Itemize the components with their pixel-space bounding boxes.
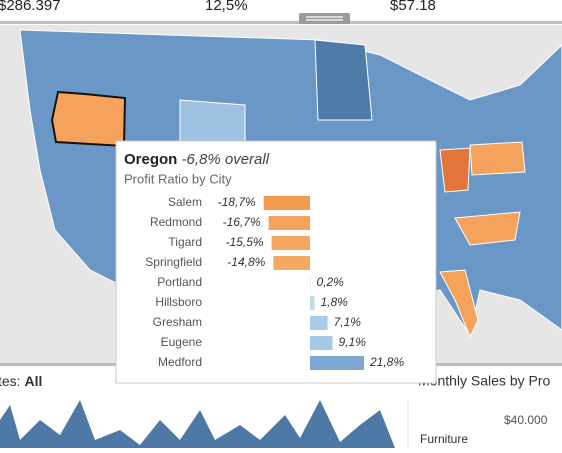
category-label: Tigard	[168, 235, 202, 249]
category-label: Portland	[157, 275, 202, 289]
divider	[0, 21, 562, 24]
subtitle: Profit Ratio by City	[124, 171, 232, 186]
category-label: Redmond	[150, 215, 202, 229]
area-chart	[0, 400, 395, 448]
axis-label: $40.000	[504, 413, 548, 427]
bar	[310, 356, 364, 370]
bar	[310, 336, 333, 350]
kpi: $286.397	[0, 0, 61, 14]
value-label: 1,8%	[320, 295, 348, 309]
value-label: -18,7%	[218, 195, 256, 209]
value-label: -15,5%	[226, 235, 264, 249]
value-label: -16,7%	[223, 215, 261, 229]
filter-label: tes:	[0, 373, 21, 389]
bar	[310, 296, 314, 310]
value-label: 9,1%	[339, 335, 367, 349]
category-label: Hillsboro	[155, 295, 202, 309]
category-label: Eugene	[161, 335, 203, 349]
panel-title: Monthly Sales by Pro	[418, 373, 550, 389]
state	[315, 40, 372, 120]
title-note: -6,8% overall	[182, 151, 270, 168]
category-label: Gresham	[153, 315, 202, 329]
bar	[310, 316, 328, 330]
value-label: 21,8%	[369, 355, 404, 369]
state	[180, 100, 245, 145]
category-label: Salem	[168, 195, 202, 209]
state	[440, 148, 470, 192]
kpi: 12,5%	[205, 0, 248, 14]
tooltip-title: Oregon -6,8% overall	[124, 151, 270, 168]
bar	[272, 236, 310, 250]
bar	[269, 216, 310, 230]
kpi: $57.18	[390, 0, 436, 14]
bar	[273, 256, 310, 270]
resize-handle[interactable]	[299, 13, 350, 24]
state-oregon[interactable]	[52, 92, 125, 146]
category-label: Springfield	[145, 255, 202, 269]
tooltip: Oregon -6,8% overall Profit Ratio by Cit…	[116, 141, 436, 383]
value-label: 0,2%	[316, 275, 344, 289]
value-label: -14,8%	[227, 255, 265, 269]
value-label: 7,1%	[334, 315, 362, 329]
state	[470, 142, 525, 175]
filter-text: tes: All	[0, 373, 42, 389]
bar	[264, 196, 310, 210]
row-label: Furniture	[420, 432, 468, 446]
category-label: Medford	[158, 355, 202, 369]
title: Oregon	[124, 151, 177, 168]
filter-value: All	[24, 373, 42, 389]
